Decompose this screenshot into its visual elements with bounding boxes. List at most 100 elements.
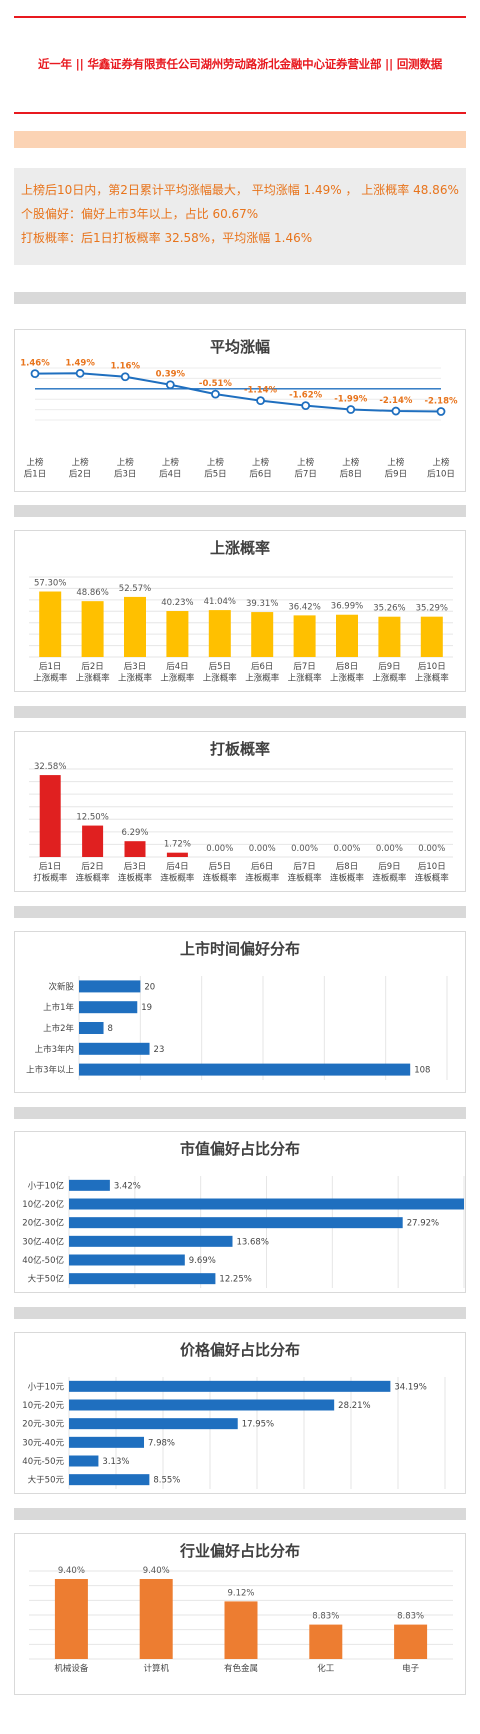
category-label: 大于50元 <box>28 1475 65 1486</box>
category-label: 10元-20元 <box>22 1401 64 1411</box>
category-label: 上市1年 <box>43 1002 74 1013</box>
data-label: -2.18% <box>424 396 457 406</box>
category-label: 后9日 <box>378 661 400 672</box>
category-label: 后3日 <box>124 861 146 872</box>
category-label: 小于10元 <box>28 1381 65 1392</box>
bar <box>69 1235 233 1247</box>
category-label: 上涨概率 <box>33 673 68 684</box>
category-label: 上榜 <box>297 457 315 468</box>
section-separator <box>14 906 466 918</box>
category-label: 连板概率 <box>203 873 238 884</box>
data-label: 9.12% <box>227 1588 254 1598</box>
data-label: 3.13% <box>102 1457 129 1467</box>
data-label: -1.62% <box>289 391 322 401</box>
category-label: 上榜 <box>162 457 180 468</box>
data-label: 0.00% <box>418 844 445 854</box>
category-label: 上市3年以上 <box>26 1065 74 1076</box>
bar <box>293 615 316 657</box>
category-label: 电子 <box>402 1663 420 1674</box>
market-cap-plot: 3.42%小于10亿33.05%10亿-20亿27.92%20亿-30亿13.6… <box>22 1176 465 1288</box>
category-label: 上市3年内 <box>35 1044 74 1055</box>
bar <box>378 616 401 657</box>
category-label: 后4日 <box>166 861 188 872</box>
category-label: 后8日 <box>336 661 358 672</box>
bar <box>69 1217 403 1229</box>
category-label: 上榜 <box>72 457 90 468</box>
bar <box>69 1474 150 1486</box>
category-label: 后8日 <box>336 861 358 872</box>
bar <box>336 614 358 657</box>
data-label: 41.04% <box>204 597 236 607</box>
category-label: 上市2年 <box>43 1023 74 1034</box>
category-label: 上涨概率 <box>372 673 407 684</box>
data-label: 48.86% <box>76 588 108 598</box>
category-label: 上榜 <box>432 457 450 468</box>
data-label: 9.69% <box>189 1256 216 1266</box>
category-label: 连板概率 <box>372 873 407 884</box>
category-label: 连板概率 <box>245 873 280 884</box>
category-label: 后3日 <box>114 469 136 480</box>
category-label: 上榜 <box>342 457 360 468</box>
bar <box>166 611 189 657</box>
category-label: 后2日 <box>81 861 103 872</box>
category-label: 后5日 <box>204 469 226 480</box>
category-label: 大于50亿 <box>28 1274 64 1285</box>
header-bottom-rule <box>14 112 466 114</box>
data-label: 36.42% <box>288 602 320 612</box>
section-separator <box>14 1508 466 1520</box>
data-label: 108 <box>414 1066 430 1076</box>
category-label: 有色金属 <box>224 1663 258 1674</box>
category-label: 连板概率 <box>76 873 111 884</box>
data-label: 35.29% <box>416 604 448 614</box>
data-label: 0.00% <box>376 844 403 854</box>
industry-plot: 9.40% 机械设备 9.40% 计算机 9.12% 有色金属 8.83% 化工 8.83% 电子 <box>29 1566 453 1674</box>
data-label: 7.98% <box>148 1438 175 1448</box>
bar <box>81 601 104 657</box>
bar <box>69 1198 464 1210</box>
chart-title: 行业偏好占比分布 <box>179 1542 300 1560</box>
market-cap-chart: 市值偏好占比分布 3.42%小于10亿33.05%10亿-20亿27.92%20… <box>14 1131 466 1293</box>
category-label: 连板概率 <box>118 873 153 884</box>
data-label: 1.49% <box>65 358 95 368</box>
bar <box>224 1601 258 1659</box>
data-label: 32.58% <box>34 762 66 772</box>
bar <box>79 1022 104 1034</box>
category-label: 上榜 <box>26 457 44 468</box>
category-label: 上涨概率 <box>288 673 323 684</box>
category-label: 上榜 <box>252 457 270 468</box>
category-label: 10亿-20亿 <box>22 1199 64 1210</box>
section-separator <box>14 505 466 517</box>
summary-line-2: 个股偏好：偏好上市3年以上，占比 60.67% <box>21 207 259 221</box>
data-label: 0.39% <box>156 370 186 380</box>
data-point <box>346 405 356 414</box>
category-label: 后10日 <box>418 661 446 672</box>
data-label: 23 <box>154 1045 165 1055</box>
bar <box>82 825 104 857</box>
category-label: 后1日 <box>24 469 46 480</box>
data-label: 1.16% <box>110 362 140 372</box>
category-label: 后1日 <box>39 661 61 672</box>
header-top-rule <box>14 16 466 18</box>
chart-title: 上涨概率 <box>209 539 270 557</box>
section-separator <box>14 1107 466 1119</box>
bar <box>79 980 141 993</box>
category-label: 上涨概率 <box>118 673 153 684</box>
category-label: 40元-50元 <box>22 1457 64 1467</box>
category-label: 连板概率 <box>415 873 450 884</box>
data-label: 19 <box>141 1003 152 1013</box>
category-label: 后7日 <box>293 661 315 672</box>
category-label: 后7日 <box>293 861 315 872</box>
category-label: 上榜 <box>117 457 135 468</box>
bar <box>166 852 188 857</box>
category-label: 后9日 <box>378 861 400 872</box>
data-label: 0.00% <box>333 844 360 854</box>
price-chart: 价格偏好占比分布 34.19% 小于10元 28.21% 10元-20元 17.95% 2… <box>14 1332 466 1494</box>
data-label: 9.40% <box>143 1566 170 1576</box>
data-label: 8 <box>108 1024 113 1034</box>
price-plot: 34.19% 小于10元 28.21% 10元-20元 17.95% 20元-30元 7.9… <box>22 1377 446 1489</box>
data-point <box>391 406 401 416</box>
category-label: 上涨概率 <box>330 673 365 684</box>
category-label: 次新股 <box>48 981 74 992</box>
page-title: 近一年 || 华鑫证券有限责任公司湖州劳动路浙北金融中心证券营业部 || 回测数… <box>37 57 443 71</box>
